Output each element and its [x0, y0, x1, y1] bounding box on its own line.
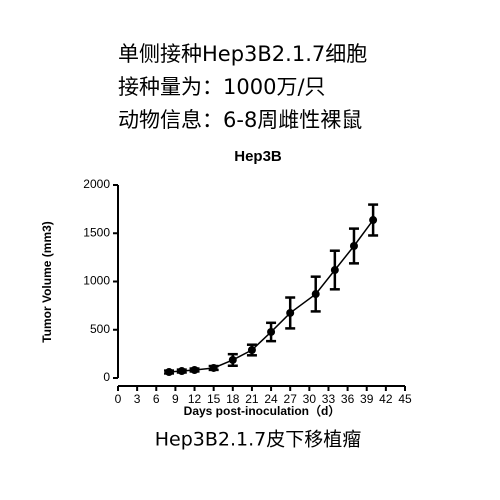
- x-tick-label: 45: [398, 392, 412, 406]
- x-tick-label: 36: [341, 392, 355, 406]
- point: [349, 241, 358, 250]
- point: [190, 365, 199, 374]
- x-tick-label: 15: [207, 392, 221, 406]
- x-tick-label: 0: [115, 392, 122, 406]
- x-axis-label: Days post-inoculation（d）: [184, 403, 341, 418]
- point: [267, 327, 276, 336]
- header-line: 动物信息：6-8周雌性裸鼠: [118, 108, 362, 132]
- point: [286, 308, 295, 317]
- x-tick-label: 3: [134, 392, 141, 406]
- x-tick-label: 42: [379, 392, 393, 406]
- x-tick-label: 39: [360, 392, 374, 406]
- header-line: 单侧接种Hep3B2.1.7细胞: [118, 42, 367, 66]
- series-line: [168, 219, 374, 373]
- x-tick-label: 27: [284, 392, 298, 406]
- x-tick-label: 6: [153, 392, 160, 406]
- x-tick-label: 18: [226, 392, 240, 406]
- y-axis-label: Tumor Volume (mm3): [40, 221, 54, 343]
- x-tick-label: 9: [172, 392, 179, 406]
- point: [177, 367, 186, 376]
- point: [165, 368, 174, 377]
- caption: Hep3B2.1.7皮下移植瘤: [155, 429, 362, 451]
- point: [209, 363, 218, 372]
- x-tick-label: 12: [188, 392, 202, 406]
- x-tick-label: 21: [245, 392, 259, 406]
- chart-title: Hep3B: [234, 148, 282, 165]
- point: [330, 266, 339, 275]
- point: [369, 216, 378, 225]
- y-tick-label: 0: [103, 370, 110, 384]
- x-tick-label: 24: [264, 392, 278, 406]
- point: [247, 346, 256, 355]
- header-line: 接种量为：1000万/只: [118, 75, 326, 99]
- y-tick-label: 2000: [83, 177, 110, 191]
- x-tick-label: 33: [322, 392, 336, 406]
- y-tick-label: 1000: [83, 274, 110, 288]
- point: [311, 290, 320, 299]
- x-tick-label: 30: [303, 392, 317, 406]
- point: [228, 355, 237, 364]
- y-tick-label: 500: [90, 322, 110, 336]
- y-tick-label: 1500: [83, 225, 110, 239]
